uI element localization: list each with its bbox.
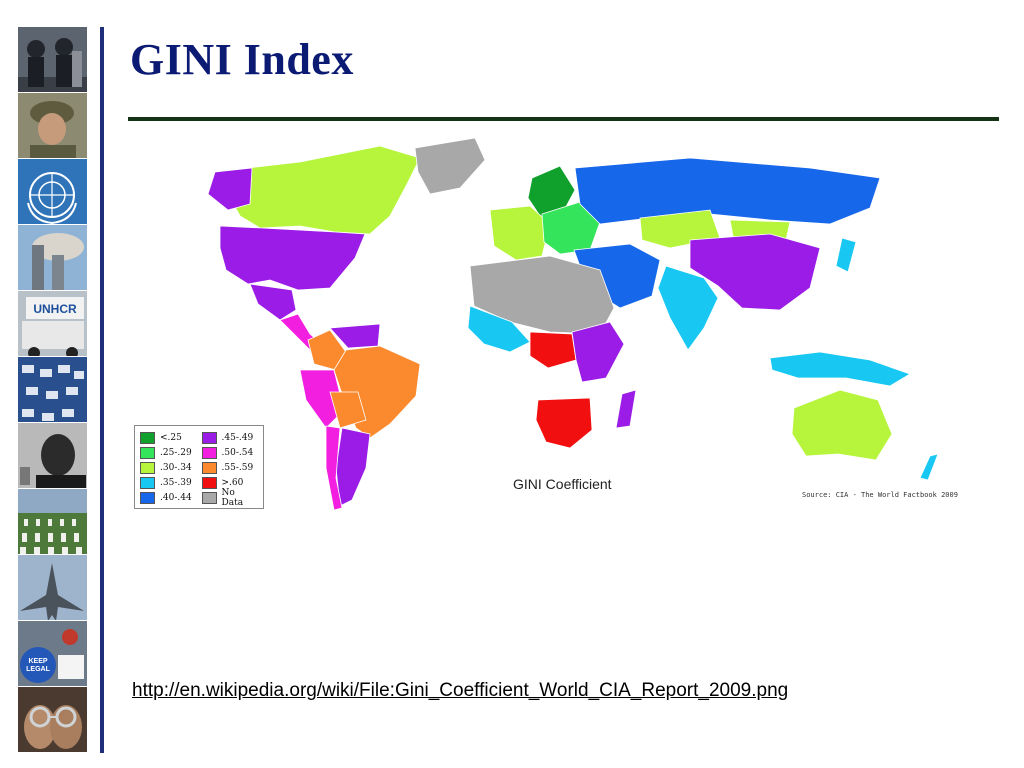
legend-entry: .45-.49	[201, 430, 260, 445]
map-legend: <.25 .45-.49 .25-.29 .50-.54 .30-.34 .55-.59.…	[134, 425, 264, 509]
un-emblem-photo	[18, 159, 87, 225]
region-canada	[229, 145, 421, 235]
legend-entry: .25-.29	[140, 445, 198, 460]
region-china	[689, 233, 821, 311]
legend-label: No Data	[221, 487, 244, 508]
fighter-jet-photo	[18, 555, 87, 621]
legend-swatch	[201, 476, 217, 489]
map-source-note: Source: CIA - The World Factbook 2009	[802, 491, 958, 499]
region-mexico	[249, 283, 297, 321]
twin-towers-photo	[18, 225, 87, 291]
region-alaska	[207, 167, 253, 211]
legend-label: .30-.34	[160, 462, 192, 473]
legend-entry: >.60	[201, 475, 260, 490]
legend-entry: .55-.59	[201, 460, 260, 475]
region-peru	[299, 369, 345, 429]
soldier-photo	[18, 93, 87, 159]
svg-text:LEGAL: LEGAL	[26, 666, 50, 673]
wikipedia-source-link[interactable]: http://en.wikipedia.org/wiki/File:Gini_C…	[132, 680, 789, 701]
region-russia	[574, 157, 881, 225]
gini-world-map: <.25 .45-.49 .25-.29 .50-.54 .30-.34 .55-.59.…	[130, 138, 1000, 518]
protest-sign-photo: KEEP LEGAL	[18, 621, 87, 687]
legend-label: .40-.44	[160, 492, 192, 503]
region-australia	[791, 389, 893, 461]
svg-text:KEEP: KEEP	[28, 658, 47, 665]
region-japan	[835, 237, 857, 273]
region-new-zealand	[919, 453, 939, 481]
legend-swatch	[201, 491, 217, 504]
legend-label: .45-.49	[221, 432, 254, 443]
photo-strip: UNHCR KEEP LEGAL	[18, 27, 87, 753]
legend-entry: .35-.39	[140, 475, 198, 490]
legend-label: .35-.39	[160, 477, 192, 488]
region-argentina	[335, 427, 371, 507]
legend-swatch	[140, 476, 155, 489]
legend-swatch	[201, 431, 217, 444]
region-indonesia	[769, 351, 911, 387]
legend-label: <.25	[160, 432, 182, 443]
legend-label: .50-.54	[221, 447, 254, 458]
legend-entry: .30-.34	[140, 460, 198, 475]
region-usa	[219, 225, 366, 291]
riot-police-photo	[18, 27, 87, 93]
handcuffs-photo	[18, 687, 87, 753]
world-map-svg	[207, 138, 939, 511]
region-southern-africa	[535, 397, 593, 449]
slide-title: GINI Index	[130, 35, 354, 84]
region-india	[657, 265, 719, 351]
region-west-africa	[467, 305, 531, 353]
legend-swatch	[201, 461, 217, 474]
region-east-africa	[571, 321, 625, 383]
region-chile	[325, 425, 343, 511]
legend-entry: <.25	[140, 430, 198, 445]
region-bolivia	[329, 391, 367, 429]
legend-entry: No Data	[201, 487, 260, 508]
legend-swatch	[140, 431, 155, 444]
map-caption: GINI Coefficient	[513, 476, 612, 492]
divider-vertical	[100, 27, 104, 753]
legend-label: >.60	[221, 477, 244, 488]
legend-swatch	[140, 491, 155, 504]
refugee-crowd-photo	[18, 357, 87, 423]
unhcr-truck-photo: UNHCR	[18, 291, 87, 357]
legend-label: .25-.29	[160, 447, 192, 458]
legend-label: .55-.59	[221, 462, 254, 473]
cemetery-photo	[18, 489, 87, 555]
legend-entry: .50-.54	[201, 445, 260, 460]
region-greenland	[414, 138, 486, 195]
legend-swatch	[140, 446, 155, 459]
region-west-europe	[489, 205, 551, 261]
mlk-photo	[18, 423, 87, 489]
title-underline	[128, 117, 999, 121]
legend-swatch	[201, 446, 217, 459]
region-central-africa	[529, 331, 577, 369]
legend-entry: .40-.44	[140, 490, 198, 505]
svg-text:UNHCR: UNHCR	[33, 302, 77, 316]
legend-swatch	[140, 461, 155, 474]
region-madagascar	[615, 389, 637, 429]
